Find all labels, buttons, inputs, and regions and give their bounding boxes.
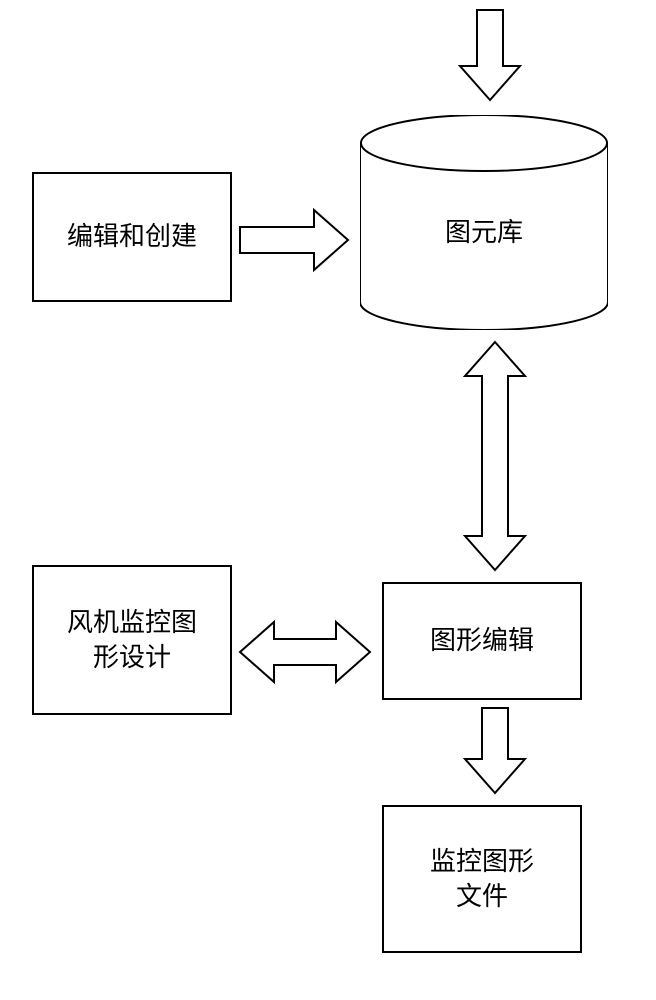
node-label: 监控图形文件 [426, 840, 538, 918]
arrow-edit-to-library [240, 210, 348, 270]
arrow-graph-to-file [465, 708, 525, 793]
node-graph-edit: 图形编辑 [382, 582, 582, 700]
node-primitive-library: 图元库 [360, 115, 608, 330]
node-label: 图元库 [360, 212, 608, 249]
arrow-fan-to-graph-edit [240, 622, 370, 682]
node-label: 图形编辑 [426, 619, 538, 662]
node-monitor-file: 监控图形文件 [382, 805, 582, 953]
node-label: 风机监控图形设计 [63, 601, 201, 679]
arrow-top-input [460, 10, 520, 100]
node-fan-design: 风机监控图形设计 [32, 565, 232, 715]
node-label: 编辑和创建 [63, 215, 201, 258]
node-edit-create: 编辑和创建 [32, 172, 232, 302]
arrow-library-to-graph-edit [465, 342, 525, 570]
